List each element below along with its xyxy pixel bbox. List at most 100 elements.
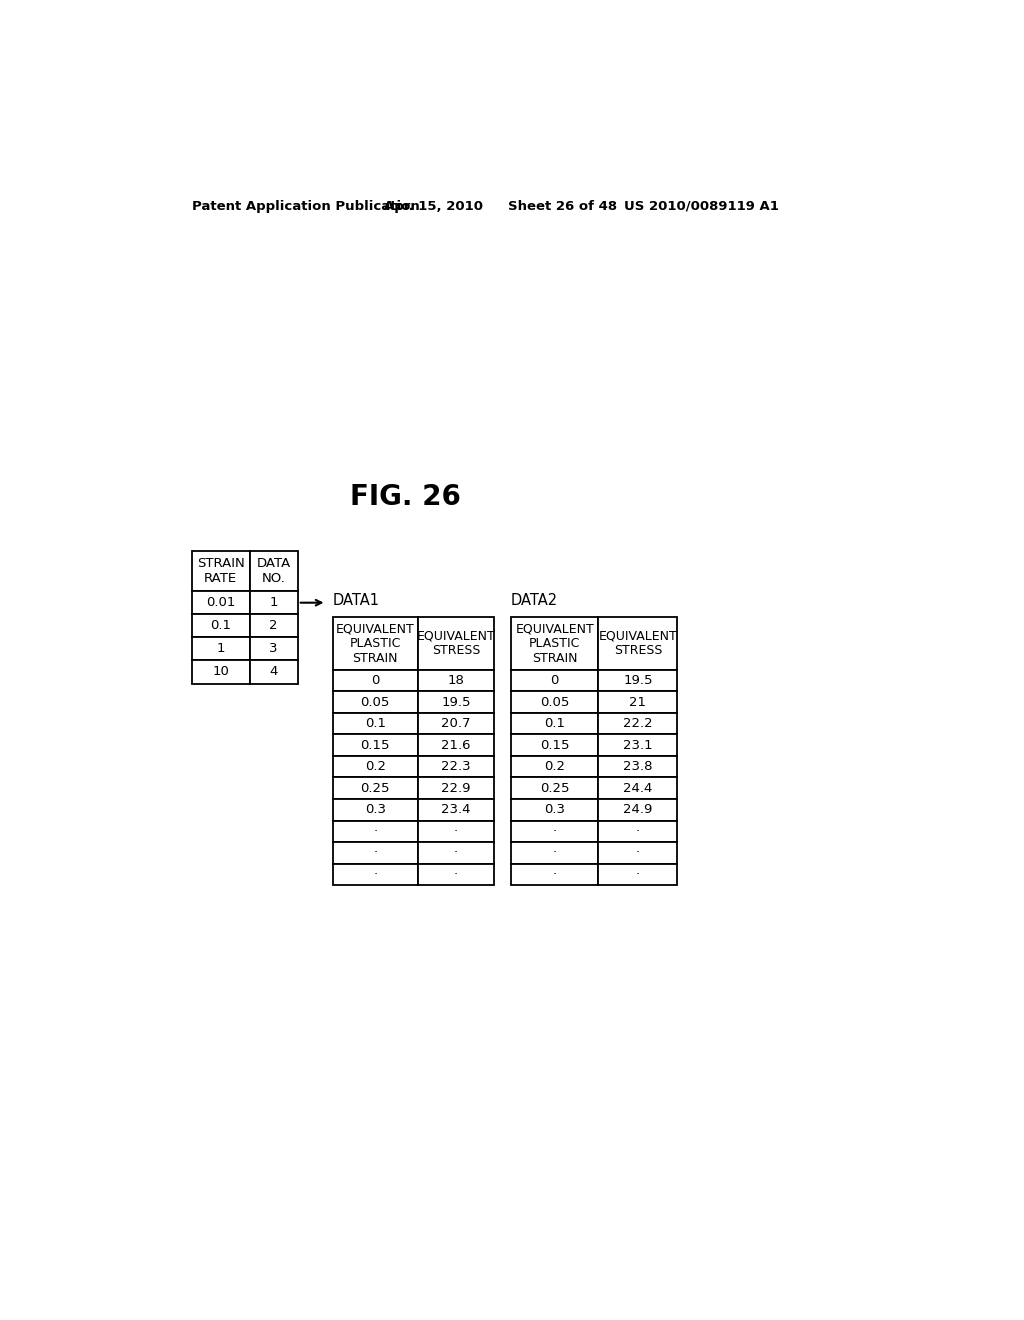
Bar [598, 756, 678, 777]
Text: ·: · [636, 869, 640, 880]
Bar [511, 821, 598, 842]
Bar [598, 799, 678, 821]
Text: ·: · [636, 825, 640, 838]
Bar [511, 777, 598, 799]
Bar [333, 713, 418, 734]
Text: EQUIVALENT
PLASTIC
STRAIN: EQUIVALENT PLASTIC STRAIN [515, 622, 594, 665]
Bar [598, 692, 678, 713]
Bar [511, 713, 598, 734]
Bar [598, 669, 678, 692]
Text: 24.9: 24.9 [624, 804, 652, 816]
Text: 0.2: 0.2 [544, 760, 565, 774]
Text: EQUIVALENT
STRESS: EQUIVALENT STRESS [417, 630, 496, 657]
Text: 2: 2 [269, 619, 278, 632]
Text: 19.5: 19.5 [624, 675, 652, 686]
Text: 0.25: 0.25 [540, 781, 569, 795]
Bar [418, 692, 494, 713]
Bar [511, 863, 598, 886]
Bar [333, 756, 418, 777]
Text: ·: · [553, 869, 557, 880]
Text: 1: 1 [269, 597, 278, 610]
Text: 22.9: 22.9 [441, 781, 471, 795]
Bar [191, 552, 250, 591]
Bar [333, 618, 418, 669]
Text: 0.01: 0.01 [206, 597, 236, 610]
Text: 24.4: 24.4 [624, 781, 652, 795]
Text: 0.05: 0.05 [540, 696, 569, 709]
Text: 0.15: 0.15 [540, 739, 569, 751]
Bar [598, 618, 678, 669]
Bar [418, 756, 494, 777]
Bar [598, 842, 678, 863]
Text: 0: 0 [551, 675, 559, 686]
Text: ·: · [553, 846, 557, 859]
Text: DATA1: DATA1 [333, 593, 380, 609]
Text: ·: · [373, 846, 377, 859]
Text: 23.8: 23.8 [624, 760, 652, 774]
Text: ·: · [636, 846, 640, 859]
Text: 0.15: 0.15 [360, 739, 390, 751]
Bar [333, 734, 418, 756]
Text: 3: 3 [269, 643, 278, 656]
Bar [511, 618, 598, 669]
Bar [250, 660, 298, 684]
Bar [418, 863, 494, 886]
Text: 20.7: 20.7 [441, 717, 471, 730]
Text: 18: 18 [447, 675, 464, 686]
Bar [418, 713, 494, 734]
Bar [333, 777, 418, 799]
Text: ·: · [373, 825, 377, 838]
Text: 0.1: 0.1 [544, 717, 565, 730]
Text: 0.05: 0.05 [360, 696, 390, 709]
Text: 4: 4 [269, 665, 278, 678]
Text: 22.3: 22.3 [441, 760, 471, 774]
Text: EQUIVALENT
STRESS: EQUIVALENT STRESS [599, 630, 677, 657]
Text: 21.6: 21.6 [441, 739, 471, 751]
Bar [250, 591, 298, 614]
Text: Apr. 15, 2010: Apr. 15, 2010 [384, 199, 482, 213]
Bar [333, 821, 418, 842]
Text: 0.1: 0.1 [365, 717, 386, 730]
Text: ·: · [373, 869, 377, 880]
Bar [250, 638, 298, 660]
Bar [511, 734, 598, 756]
Text: ·: · [454, 869, 458, 880]
Bar [333, 692, 418, 713]
Text: ·: · [454, 825, 458, 838]
Text: DATA
NO.: DATA NO. [257, 557, 291, 585]
Text: 0.3: 0.3 [544, 804, 565, 816]
Text: 1: 1 [216, 643, 225, 656]
Text: EQUIVALENT
PLASTIC
STRAIN: EQUIVALENT PLASTIC STRAIN [336, 622, 415, 665]
Bar [418, 618, 494, 669]
Text: 0.1: 0.1 [210, 619, 231, 632]
Bar [191, 660, 250, 684]
Bar [418, 734, 494, 756]
Bar [598, 863, 678, 886]
Text: 0: 0 [371, 675, 380, 686]
Text: DATA2: DATA2 [511, 593, 558, 609]
Bar [418, 777, 494, 799]
Bar [333, 669, 418, 692]
Text: 21: 21 [630, 696, 646, 709]
Bar [418, 799, 494, 821]
Bar [333, 842, 418, 863]
Text: 23.4: 23.4 [441, 804, 471, 816]
Bar [418, 842, 494, 863]
Bar [598, 734, 678, 756]
Bar [598, 821, 678, 842]
Bar [191, 614, 250, 638]
Bar [250, 552, 298, 591]
Bar [511, 669, 598, 692]
Bar [511, 692, 598, 713]
Bar [418, 821, 494, 842]
Text: Patent Application Publication: Patent Application Publication [191, 199, 419, 213]
Text: 0.2: 0.2 [365, 760, 386, 774]
Bar [418, 669, 494, 692]
Text: ·: · [454, 846, 458, 859]
Bar [191, 591, 250, 614]
Text: 0.3: 0.3 [365, 804, 386, 816]
Text: STRAIN
RATE: STRAIN RATE [197, 557, 245, 585]
Bar [511, 756, 598, 777]
Text: 10: 10 [212, 665, 229, 678]
Bar [598, 713, 678, 734]
